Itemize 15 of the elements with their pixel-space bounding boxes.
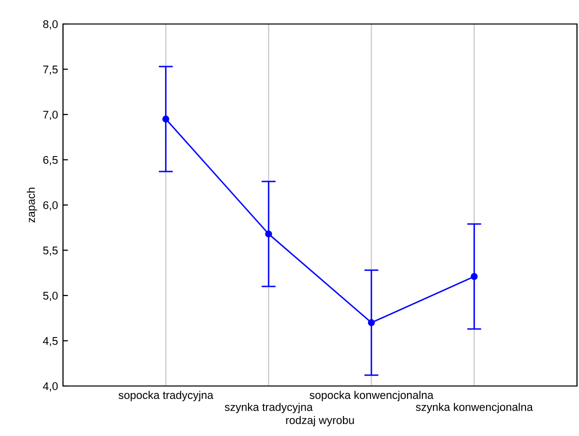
- x-tick-label: szynka tradycyjna: [224, 402, 313, 414]
- y-tick-label: 5,5: [43, 246, 58, 256]
- y-tick-label: 6,5: [43, 156, 58, 166]
- y-tick-label: 8,0: [43, 20, 58, 30]
- x-tick-label: sopocka konwencjonalna: [310, 390, 434, 402]
- y-tick-label: 7,0: [43, 110, 58, 120]
- y-tick-label: 5,0: [43, 292, 58, 301]
- y-tick-label: 4,0: [42, 382, 58, 392]
- x-axis-title: rodzaj wyrobu: [286, 416, 354, 426]
- x-tick-label: szynka konwencjonalna: [416, 402, 533, 414]
- y-tick-label: 4,5: [42, 337, 58, 346]
- y-tick-label: 7,5: [43, 66, 58, 75]
- y-axis-title: zapach: [26, 188, 38, 222]
- x-tick-label: sopocka tradycyjna: [118, 390, 214, 402]
- y-tick-label: 6,0: [43, 201, 58, 210]
